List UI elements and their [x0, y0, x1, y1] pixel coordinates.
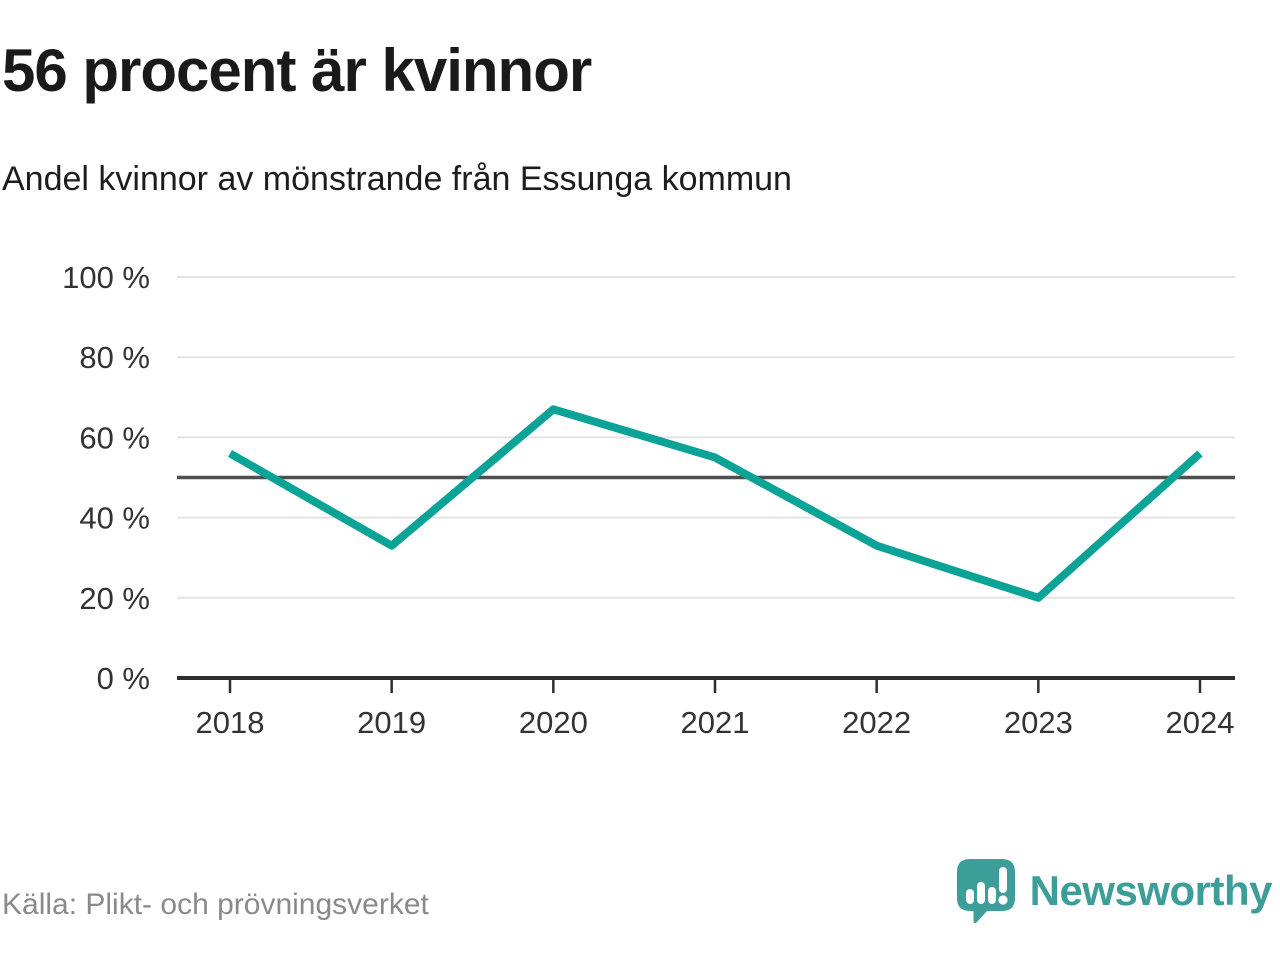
y-axis-tick-label: 20 % [79, 581, 150, 616]
x-axis-tick-label: 2024 [1166, 705, 1235, 740]
x-axis-tick-label: 2020 [519, 705, 588, 740]
newsworthy-logo: Newsworthy [956, 858, 1273, 924]
newsworthy-logo-icon [956, 859, 1015, 924]
y-axis-tick-label: 60 % [79, 420, 150, 455]
x-axis-tick-label: 2023 [1004, 705, 1073, 740]
x-axis-tick-label: 2022 [842, 705, 911, 740]
newsworthy-logo-text: Newsworthy [1029, 867, 1273, 914]
x-axis-tick-label: 2021 [681, 705, 750, 740]
y-axis-tick-label: 40 % [79, 501, 150, 536]
y-axis-tick-label: 0 % [97, 661, 150, 696]
data-line-series [228, 405, 1203, 602]
chart-subtitle: Andel kvinnor av mönstrande från Essunga… [2, 160, 792, 198]
x-axis-tick-label: 2019 [357, 705, 426, 740]
y-axis-tick-label: 80 % [79, 340, 150, 375]
chart-title: 56 procent är kvinnor [2, 37, 592, 104]
source-text: Källa: Plikt- och prövningsverket [2, 888, 429, 921]
x-axis-tick-label: 2018 [196, 705, 265, 740]
y-axis-tick-label: 100 % [62, 260, 150, 295]
